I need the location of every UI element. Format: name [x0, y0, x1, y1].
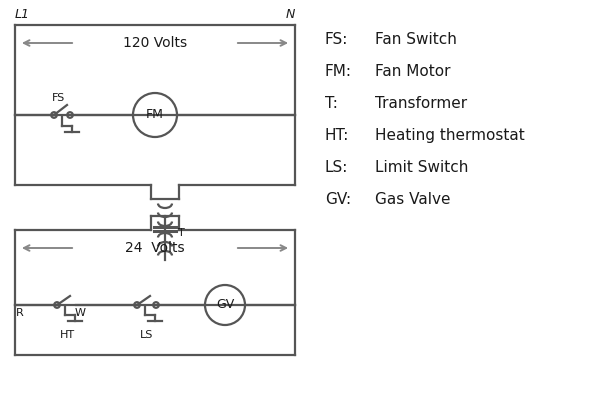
Text: FM: FM: [146, 108, 164, 122]
Text: 24  Volts: 24 Volts: [125, 241, 185, 255]
Text: Gas Valve: Gas Valve: [375, 192, 451, 207]
Text: Fan Motor: Fan Motor: [375, 64, 451, 79]
Text: W: W: [75, 308, 86, 318]
Text: FM:: FM:: [325, 64, 352, 79]
Text: GV: GV: [216, 298, 234, 312]
Text: LS: LS: [140, 330, 153, 340]
Text: Transformer: Transformer: [375, 96, 467, 111]
Text: GV:: GV:: [325, 192, 351, 207]
Text: Limit Switch: Limit Switch: [375, 160, 468, 175]
Text: HT: HT: [60, 330, 74, 340]
Text: L1: L1: [15, 8, 30, 21]
Text: N: N: [286, 8, 295, 21]
Text: FS:: FS:: [325, 32, 348, 47]
Text: T:: T:: [325, 96, 338, 111]
Text: HT:: HT:: [325, 128, 349, 143]
Text: Heating thermostat: Heating thermostat: [375, 128, 525, 143]
Text: R: R: [16, 308, 24, 318]
Text: Fan Switch: Fan Switch: [375, 32, 457, 47]
Text: FS: FS: [52, 93, 65, 103]
Text: LS:: LS:: [325, 160, 348, 175]
Text: T: T: [178, 228, 185, 238]
Text: 120 Volts: 120 Volts: [123, 36, 187, 50]
